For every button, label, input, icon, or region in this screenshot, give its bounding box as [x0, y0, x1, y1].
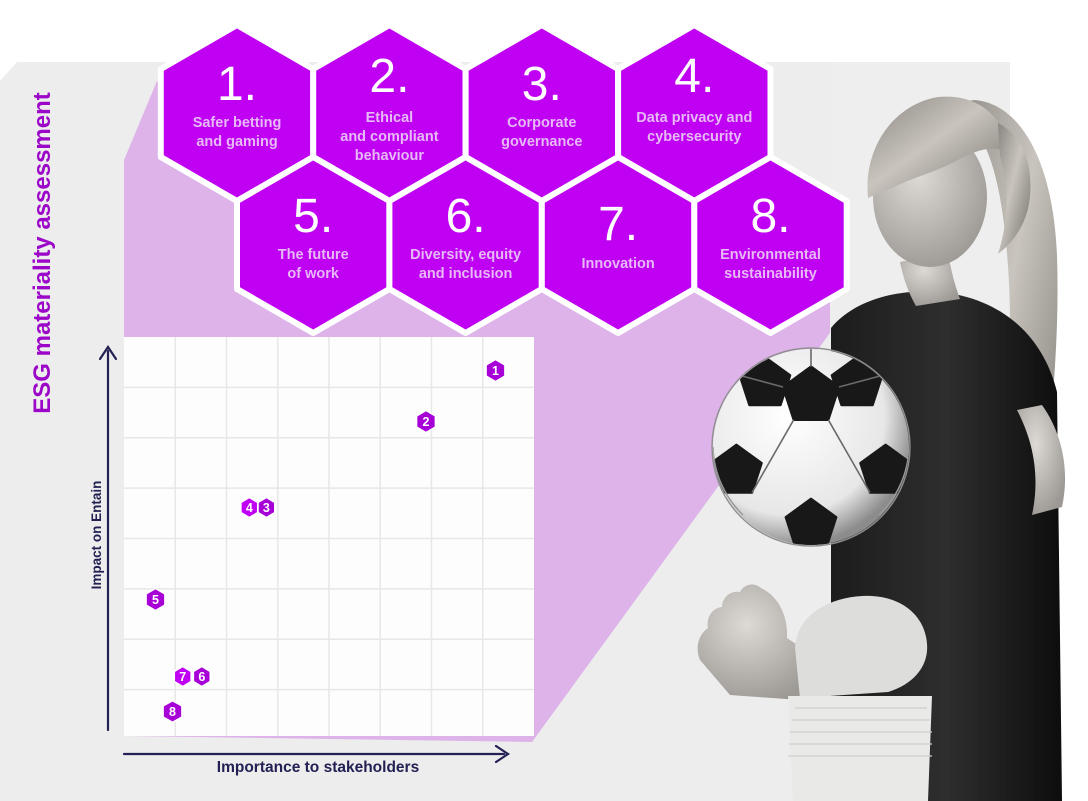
svg-text:Impact on Entain: Impact on Entain	[89, 481, 104, 590]
svg-text:Data privacy and: Data privacy and	[636, 110, 752, 126]
svg-text:8.: 8.	[750, 190, 790, 243]
svg-text:behaviour: behaviour	[355, 148, 425, 164]
svg-text:7.: 7.	[598, 198, 638, 251]
svg-text:5: 5	[152, 593, 159, 607]
svg-text:cybersecurity: cybersecurity	[647, 129, 741, 145]
svg-text:6: 6	[198, 670, 205, 684]
svg-text:Ethical: Ethical	[366, 110, 414, 126]
svg-text:1.: 1.	[217, 58, 257, 111]
svg-text:sustainability: sustainability	[724, 266, 817, 282]
svg-text:2.: 2.	[369, 50, 409, 103]
svg-text:Safer betting: Safer betting	[193, 115, 282, 131]
svg-text:Environmental: Environmental	[720, 247, 821, 263]
svg-text:Corporate: Corporate	[507, 115, 576, 131]
svg-text:and inclusion: and inclusion	[419, 266, 512, 282]
svg-text:3.: 3.	[522, 58, 562, 111]
svg-text:5.: 5.	[293, 190, 333, 243]
svg-text:8: 8	[169, 705, 176, 719]
svg-text:Importance to stakeholders: Importance to stakeholders	[217, 759, 419, 776]
svg-text:of work: of work	[287, 266, 339, 282]
svg-text:4.: 4.	[674, 50, 714, 103]
svg-text:2: 2	[423, 415, 430, 429]
svg-text:6.: 6.	[446, 190, 486, 243]
svg-text:and gaming: and gaming	[196, 134, 277, 150]
svg-text:Diversity, equity: Diversity, equity	[410, 247, 521, 263]
svg-text:3: 3	[263, 501, 270, 515]
svg-text:The future: The future	[278, 247, 349, 263]
svg-text:1: 1	[492, 364, 499, 378]
svg-text:and compliant: and compliant	[340, 129, 438, 145]
svg-text:Innovation: Innovation	[581, 256, 654, 272]
svg-text:7: 7	[179, 670, 186, 684]
svg-text:ESG materiality assessment: ESG materiality assessment	[29, 92, 56, 414]
svg-text:governance: governance	[501, 134, 582, 150]
svg-text:4: 4	[246, 501, 253, 515]
